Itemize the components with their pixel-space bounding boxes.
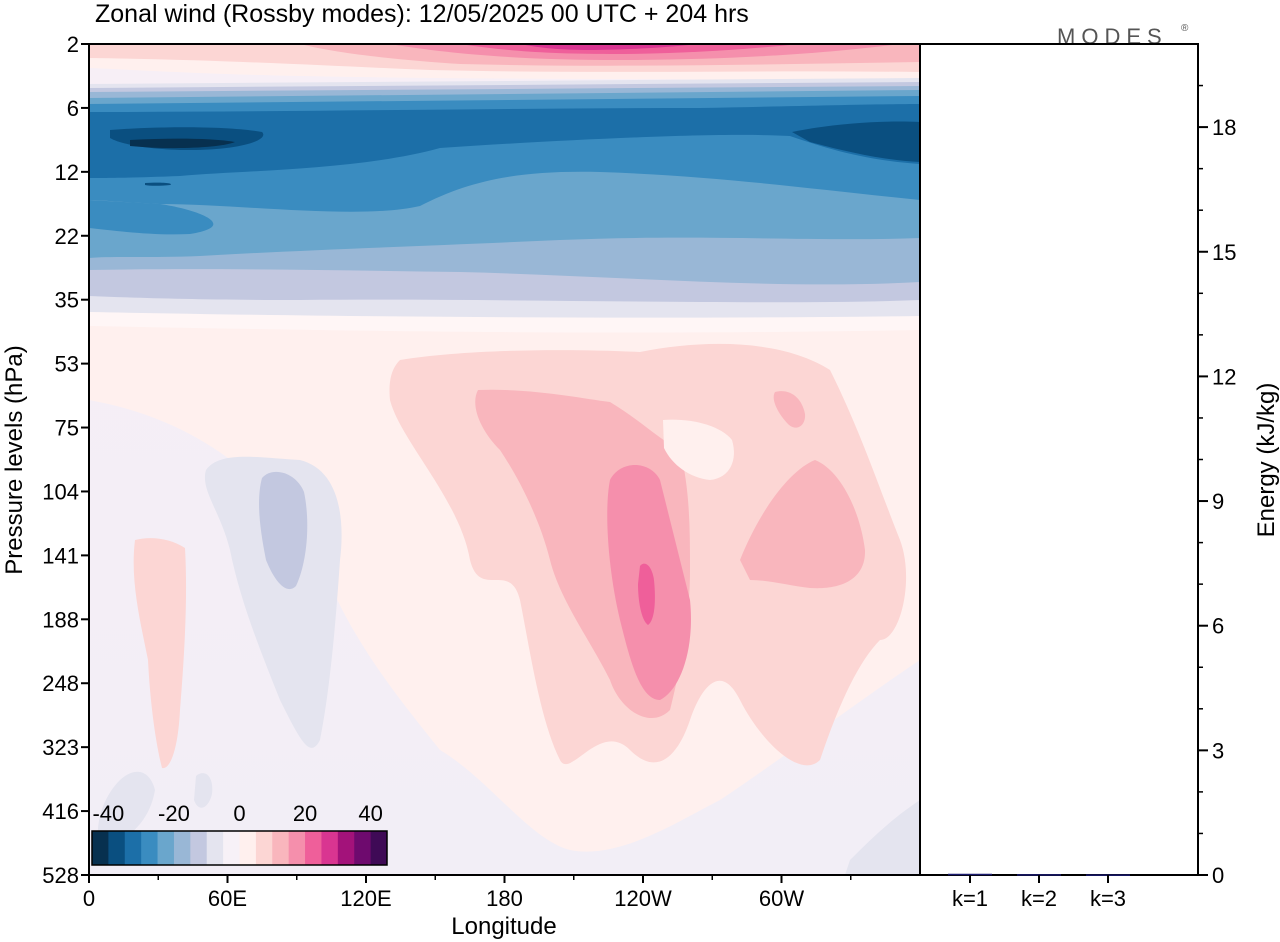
colorbar-frame	[91, 830, 388, 866]
energy-tick-label: 0	[1212, 863, 1224, 888]
energy-category-label: k=2	[1021, 886, 1057, 911]
y-tick-label: 104	[42, 479, 79, 504]
y-tick-label: 2	[67, 32, 79, 57]
y-tick-label: 188	[42, 607, 79, 632]
x-tick-label: 180	[486, 886, 523, 911]
y-tick-label: 248	[42, 671, 79, 696]
colorbar-swatch	[354, 831, 372, 865]
colorbar-swatch	[272, 831, 290, 865]
brand-registered-mark: ®	[1181, 23, 1189, 34]
y-tick-label: 6	[67, 96, 79, 121]
y-tick-label: 75	[55, 416, 79, 441]
upper-positive-band	[89, 44, 920, 82]
colorbar-swatch	[92, 831, 109, 865]
y-tick-label: 12	[55, 160, 79, 185]
colorbar-swatch	[255, 831, 273, 865]
colorbar-swatch	[124, 831, 142, 865]
colorbar-swatch	[223, 831, 240, 865]
heatmap-field	[89, 44, 920, 875]
negative-jet-band	[89, 78, 920, 320]
colorbar-tick-label: -40	[92, 801, 124, 826]
y-tick-label: 528	[42, 863, 79, 888]
colorbar-swatch	[108, 831, 126, 865]
x-tick-label: 60W	[759, 886, 804, 911]
y-axis-label: Pressure levels (hPa)	[1, 345, 28, 574]
colorbar-swatch	[370, 831, 388, 865]
y-tick-label: 53	[55, 352, 79, 377]
colorbar: -40 -20 0 20 40	[91, 801, 388, 866]
colorbar-swatch	[206, 831, 224, 865]
pressure-axis: 2 6 12 22 35 53 75 104 141 188 248 323 416 528	[42, 32, 89, 888]
x-tick-label: 120E	[340, 886, 391, 911]
colorbar-swatch	[157, 831, 175, 865]
x-tick-label: 60E	[208, 886, 247, 911]
colorbar-swatch	[239, 831, 257, 865]
energy-tick-label: 15	[1212, 240, 1236, 265]
energy-axis-label: Energy (kJ/kg)	[1253, 383, 1280, 538]
energy-axis: 0 3 6 9 12 15 18	[1198, 84, 1236, 888]
energy-tick-label: 9	[1212, 489, 1224, 514]
energy-tick-label: 12	[1212, 364, 1236, 389]
x-axis-label: Longitude	[451, 913, 556, 940]
energy-bars: k=1 k=2 k=3	[948, 873, 1130, 911]
colorbar-tick-label: 40	[358, 801, 382, 826]
colorbar-swatch	[305, 831, 322, 865]
y-tick-label: 141	[42, 543, 79, 568]
y-tick-label: 323	[42, 735, 79, 760]
energy-bar	[1017, 874, 1061, 876]
colorbar-swatch	[173, 831, 191, 865]
energy-category-label: k=1	[952, 886, 988, 911]
colorbar-swatch	[321, 831, 339, 865]
energy-panel-frame	[919, 43, 1199, 876]
energy-bar	[948, 873, 992, 876]
y-tick-label: 416	[42, 799, 79, 824]
energy-tick-label: 6	[1212, 614, 1224, 639]
colorbar-swatch	[141, 831, 159, 865]
colorbar-tick-label: -20	[158, 801, 190, 826]
energy-tick-label: 3	[1212, 738, 1224, 763]
energy-tick-label: 18	[1212, 115, 1236, 140]
y-tick-label: 22	[55, 224, 79, 249]
colorbar-tick-label: 20	[293, 801, 317, 826]
longitude-axis: 0 60E 120E 180 120W 60W	[83, 875, 852, 911]
colorbar-swatch	[337, 831, 355, 865]
x-tick-label: 120W	[614, 886, 672, 911]
colorbar-swatch	[288, 831, 306, 865]
chart-title: Zonal wind (Rossby modes): 12/05/2025 00…	[95, 0, 749, 28]
y-tick-label: 35	[55, 288, 79, 313]
energy-category-label: k=3	[1090, 886, 1126, 911]
weak-negative-region	[97, 456, 920, 875]
x-tick-label: 0	[83, 886, 95, 911]
colorbar-swatch	[190, 831, 208, 865]
colorbar-tick-label: 0	[233, 801, 245, 826]
positive-troposphere-region	[89, 326, 920, 852]
